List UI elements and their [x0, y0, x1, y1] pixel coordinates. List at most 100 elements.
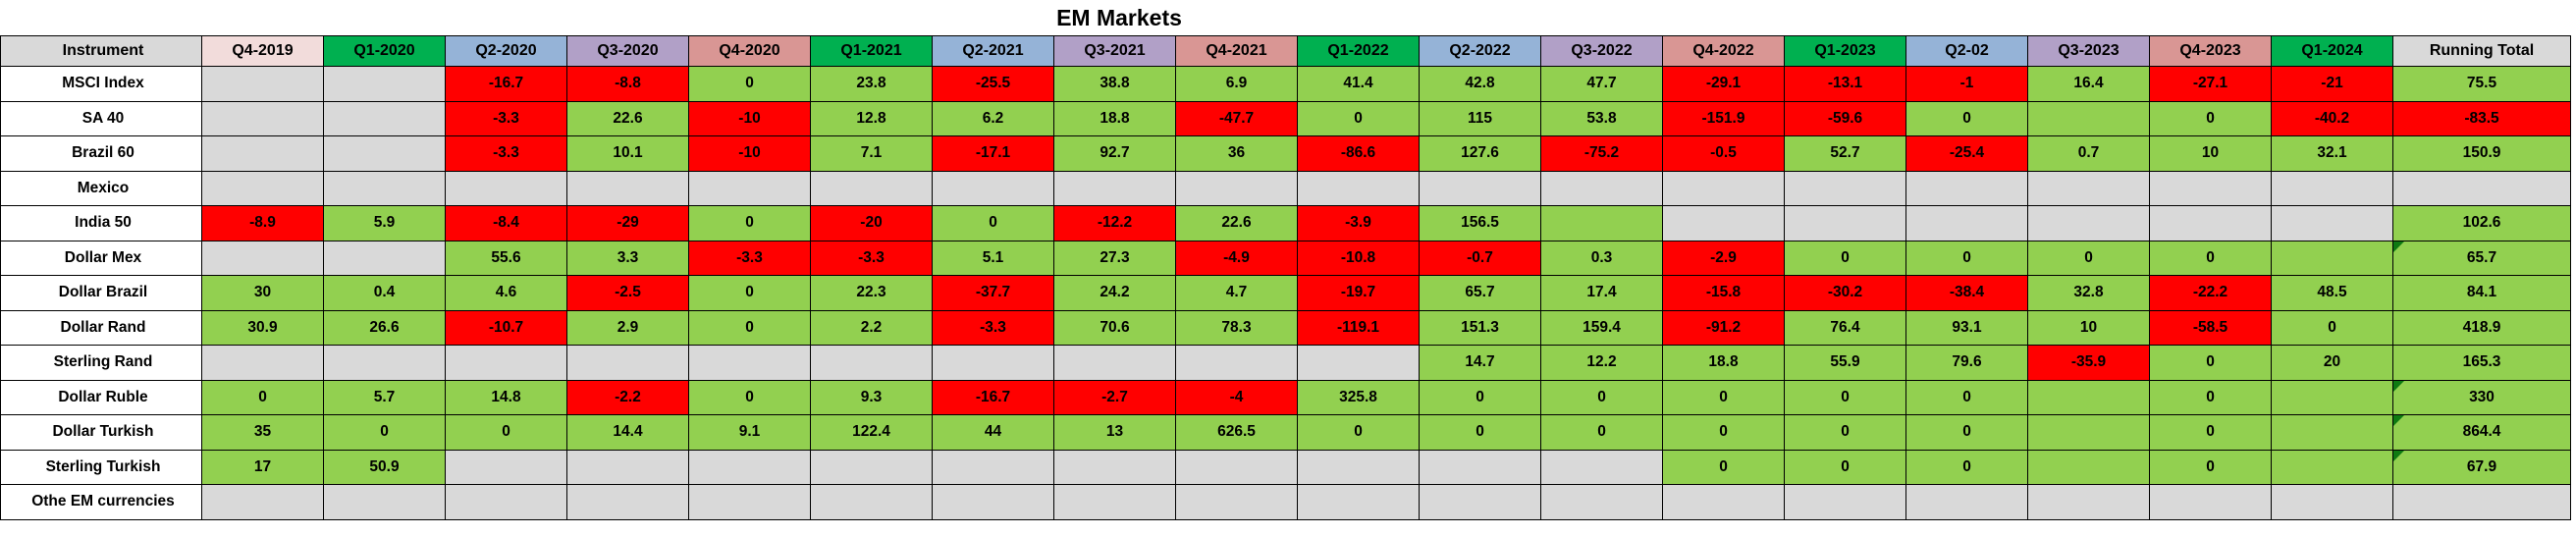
cell-dollar-rand-q2-02[interactable]: 93.1: [1905, 309, 2028, 346]
cell-dollar-brazil-running-total[interactable]: 84.1: [2392, 275, 2571, 311]
cell-dollar-mex-q1-2023[interactable]: 0: [1784, 240, 1906, 276]
cell-sterling-rand-q4-2019[interactable]: [201, 345, 324, 381]
cell-dollar-mex-q3-2022[interactable]: 0.3: [1540, 240, 1663, 276]
cell-othe-em-currencies-q3-2023[interactable]: [2027, 484, 2150, 520]
cell-dollar-turkish-q4-2020[interactable]: 9.1: [688, 414, 811, 451]
cell-india-50-q3-2020[interactable]: -29: [566, 205, 689, 241]
cell-brazil-60-q3-2023[interactable]: 0.7: [2027, 135, 2150, 172]
cell-sterling-rand-q2-2020[interactable]: [445, 345, 567, 381]
cell-othe-em-currencies-q3-2022[interactable]: [1540, 484, 1663, 520]
cell-msci-index-q2-02[interactable]: -1: [1905, 66, 2028, 102]
cell-brazil-60-q4-2019[interactable]: [201, 135, 324, 172]
cell-sterling-rand-q1-2023[interactable]: 55.9: [1784, 345, 1906, 381]
cell-sterling-turkish-q4-2019[interactable]: 17: [201, 449, 324, 485]
column-header-q3-2022[interactable]: Q3-2022: [1540, 35, 1663, 67]
cell-sterling-turkish-q3-2022[interactable]: [1540, 449, 1663, 485]
cell-sterling-rand-q3-2023[interactable]: -35.9: [2027, 345, 2150, 381]
cell-sa-40-q2-2021[interactable]: 6.2: [932, 100, 1054, 136]
row-label-sa-40[interactable]: SA 40: [0, 100, 202, 136]
row-label-dollar-mex[interactable]: Dollar Mex: [0, 240, 202, 276]
cell-sterling-rand-q2-02[interactable]: 79.6: [1905, 345, 2028, 381]
cell-dollar-ruble-q3-2021[interactable]: -2.7: [1053, 379, 1176, 415]
cell-othe-em-currencies-q1-2023[interactable]: [1784, 484, 1906, 520]
cell-sterling-rand-q4-2020[interactable]: [688, 345, 811, 381]
cell-mexico-q1-2022[interactable]: [1297, 170, 1420, 206]
cell-india-50-q2-2022[interactable]: 156.5: [1419, 205, 1541, 241]
cell-sterling-rand-q3-2020[interactable]: [566, 345, 689, 381]
cell-dollar-rand-q1-2020[interactable]: 26.6: [323, 309, 446, 346]
column-header-q2-02[interactable]: Q2-02: [1905, 35, 2028, 67]
cell-dollar-turkish-q1-2020[interactable]: 0: [323, 414, 446, 451]
cell-dollar-rand-q2-2022[interactable]: 151.3: [1419, 309, 1541, 346]
cell-othe-em-currencies-q4-2021[interactable]: [1175, 484, 1298, 520]
row-label-brazil-60[interactable]: Brazil 60: [0, 135, 202, 172]
cell-dollar-rand-q3-2023[interactable]: 10: [2027, 309, 2150, 346]
cell-dollar-mex-q1-2021[interactable]: -3.3: [810, 240, 933, 276]
cell-mexico-q3-2020[interactable]: [566, 170, 689, 206]
cell-sterling-turkish-q2-2022[interactable]: [1419, 449, 1541, 485]
cell-dollar-turkish-q1-2023[interactable]: 0: [1784, 414, 1906, 451]
cell-sterling-turkish-q3-2021[interactable]: [1053, 449, 1176, 485]
cell-dollar-mex-q3-2020[interactable]: 3.3: [566, 240, 689, 276]
column-header-q4-2019[interactable]: Q4-2019: [201, 35, 324, 67]
cell-msci-index-q1-2020[interactable]: [323, 66, 446, 102]
column-header-q1-2021[interactable]: Q1-2021: [810, 35, 933, 67]
cell-dollar-brazil-q4-2020[interactable]: 0: [688, 275, 811, 311]
cell-dollar-mex-q1-2022[interactable]: -10.8: [1297, 240, 1420, 276]
cell-dollar-mex-q3-2023[interactable]: 0: [2027, 240, 2150, 276]
cell-sterling-rand-q1-2021[interactable]: [810, 345, 933, 381]
cell-othe-em-currencies-q2-2020[interactable]: [445, 484, 567, 520]
column-header-q3-2023[interactable]: Q3-2023: [2027, 35, 2150, 67]
cell-dollar-ruble-q4-2021[interactable]: -4: [1175, 379, 1298, 415]
cell-india-50-q1-2023[interactable]: [1784, 205, 1906, 241]
column-header-q4-2021[interactable]: Q4-2021: [1175, 35, 1298, 67]
cell-dollar-ruble-q1-2021[interactable]: 9.3: [810, 379, 933, 415]
cell-brazil-60-q1-2020[interactable]: [323, 135, 446, 172]
cell-india-50-q4-2022[interactable]: [1662, 205, 1785, 241]
cell-sterling-rand-q4-2023[interactable]: 0: [2149, 345, 2272, 381]
cell-sterling-turkish-q1-2024[interactable]: [2271, 449, 2393, 485]
cell-sa-40-q4-2022[interactable]: -151.9: [1662, 100, 1785, 136]
cell-sterling-rand-q2-2022[interactable]: 14.7: [1419, 345, 1541, 381]
cell-brazil-60-q1-2024[interactable]: 32.1: [2271, 135, 2393, 172]
cell-india-50-q3-2023[interactable]: [2027, 205, 2150, 241]
cell-brazil-60-q1-2023[interactable]: 52.7: [1784, 135, 1906, 172]
cell-dollar-brazil-q1-2022[interactable]: -19.7: [1297, 275, 1420, 311]
cell-dollar-turkish-q1-2021[interactable]: 122.4: [810, 414, 933, 451]
cell-dollar-brazil-q4-2022[interactable]: -15.8: [1662, 275, 1785, 311]
cell-dollar-turkish-q2-2022[interactable]: 0: [1419, 414, 1541, 451]
cell-dollar-mex-q2-2022[interactable]: -0.7: [1419, 240, 1541, 276]
cell-brazil-60-q4-2023[interactable]: 10: [2149, 135, 2272, 172]
cell-dollar-brazil-q4-2023[interactable]: -22.2: [2149, 275, 2272, 311]
cell-mexico-q1-2020[interactable]: [323, 170, 446, 206]
cell-dollar-brazil-q3-2020[interactable]: -2.5: [566, 275, 689, 311]
cell-india-50-running-total[interactable]: 102.6: [2392, 205, 2571, 241]
cell-sterling-rand-q4-2022[interactable]: 18.8: [1662, 345, 1785, 381]
cell-india-50-q2-2021[interactable]: 0: [932, 205, 1054, 241]
cell-india-50-q4-2021[interactable]: 22.6: [1175, 205, 1298, 241]
cell-msci-index-q1-2021[interactable]: 23.8: [810, 66, 933, 102]
column-header-q3-2020[interactable]: Q3-2020: [566, 35, 689, 67]
row-label-mexico[interactable]: Mexico: [0, 170, 202, 206]
cell-dollar-mex-q4-2023[interactable]: 0: [2149, 240, 2272, 276]
cell-brazil-60-q2-2020[interactable]: -3.3: [445, 135, 567, 172]
cell-sterling-turkish-q1-2023[interactable]: 0: [1784, 449, 1906, 485]
cell-sterling-rand-q3-2021[interactable]: [1053, 345, 1176, 381]
cell-sa-40-q4-2021[interactable]: -47.7: [1175, 100, 1298, 136]
cell-sa-40-q1-2021[interactable]: 12.8: [810, 100, 933, 136]
cell-msci-index-q3-2021[interactable]: 38.8: [1053, 66, 1176, 102]
cell-sterling-turkish-running-total[interactable]: 67.9: [2392, 449, 2571, 485]
cell-dollar-ruble-q2-2021[interactable]: -16.7: [932, 379, 1054, 415]
cell-sterling-turkish-q4-2020[interactable]: [688, 449, 811, 485]
cell-mexico-q4-2022[interactable]: [1662, 170, 1785, 206]
cell-othe-em-currencies-q4-2023[interactable]: [2149, 484, 2272, 520]
cell-dollar-mex-q2-2020[interactable]: 55.6: [445, 240, 567, 276]
cell-sa-40-q1-2023[interactable]: -59.6: [1784, 100, 1906, 136]
cell-mexico-q3-2022[interactable]: [1540, 170, 1663, 206]
cell-dollar-rand-q4-2021[interactable]: 78.3: [1175, 309, 1298, 346]
cell-dollar-brazil-q4-2019[interactable]: 30: [201, 275, 324, 311]
cell-dollar-rand-q1-2024[interactable]: 0: [2271, 309, 2393, 346]
column-header-q2-2022[interactable]: Q2-2022: [1419, 35, 1541, 67]
cell-dollar-mex-q3-2021[interactable]: 27.3: [1053, 240, 1176, 276]
cell-msci-index-q3-2023[interactable]: 16.4: [2027, 66, 2150, 102]
